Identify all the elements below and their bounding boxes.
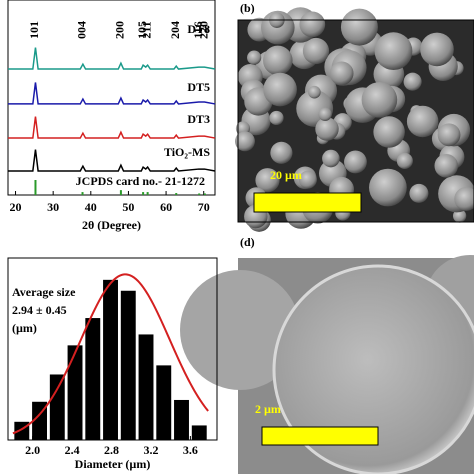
sphere xyxy=(262,45,293,76)
reference-label: JCPDS card no.- 21-1272 xyxy=(76,174,205,188)
bar xyxy=(138,334,154,440)
sphere xyxy=(434,154,459,178)
sphere xyxy=(373,116,405,148)
sphere xyxy=(322,149,340,168)
sphere xyxy=(235,131,255,152)
sphere xyxy=(270,141,293,164)
x-tick-label: 50 xyxy=(122,200,134,214)
bar xyxy=(191,425,207,440)
sphere xyxy=(269,110,284,126)
x-tick-label: 2.0 xyxy=(25,443,40,457)
x-tick-label: 3.6 xyxy=(183,443,198,457)
x-tick-label: 30 xyxy=(47,200,59,214)
sem-image-b xyxy=(235,7,474,232)
sphere xyxy=(318,107,332,121)
peak-label: 220 xyxy=(197,21,211,39)
sphere xyxy=(361,82,398,118)
plot-frame xyxy=(7,0,216,196)
sphere xyxy=(272,264,474,474)
bar xyxy=(103,279,118,440)
x-axis-label: 2θ (Degree) xyxy=(82,218,141,232)
peak-label: 116 xyxy=(191,21,205,38)
sem-frame xyxy=(237,19,474,223)
series-label: DT5 xyxy=(187,80,210,94)
bar xyxy=(120,290,136,440)
sphere xyxy=(340,8,378,46)
x-tick-label: 3.2 xyxy=(143,443,158,457)
x-tick-label: 70 xyxy=(198,200,210,214)
series-label: DT3 xyxy=(187,112,210,126)
x-tick-label: 2.4 xyxy=(65,443,80,457)
series-label: DT8 xyxy=(187,22,210,36)
annotation: (µm) xyxy=(12,321,37,335)
scale-bar xyxy=(261,426,379,446)
sphere xyxy=(315,117,339,141)
x-axis-label: Diameter (µm) xyxy=(75,457,151,471)
sphere xyxy=(180,270,300,390)
bar xyxy=(85,318,101,440)
sphere xyxy=(329,61,354,86)
sphere xyxy=(369,168,407,207)
panel-label: (d) xyxy=(240,235,255,249)
sphere xyxy=(298,170,317,189)
annotation: 2.94 ± 0.45 xyxy=(12,303,67,317)
peak-label: 101 xyxy=(27,21,41,39)
sphere xyxy=(396,152,413,169)
sphere xyxy=(454,187,474,211)
peak-label: 200 xyxy=(113,21,127,39)
xrd-trace xyxy=(8,47,216,70)
peak-label: 204 xyxy=(168,21,182,39)
xrd-trace xyxy=(8,116,216,139)
sphere xyxy=(344,150,367,174)
peak-label: 004 xyxy=(74,21,88,39)
sphere xyxy=(437,123,461,147)
sphere xyxy=(409,183,429,203)
sphere xyxy=(452,209,467,223)
gaussian-fit xyxy=(12,273,209,435)
sphere xyxy=(420,32,454,67)
peak-label: 211 xyxy=(139,21,153,38)
bar xyxy=(67,345,83,440)
sphere xyxy=(255,168,280,193)
scale-bar-label: 2 µm xyxy=(255,402,281,416)
bar xyxy=(174,399,189,440)
xrd-trace xyxy=(8,82,216,105)
series-label: TiO₂-MS xyxy=(164,145,210,159)
scale-bar xyxy=(253,192,362,213)
plot-frame xyxy=(7,257,218,441)
annotation: Average size xyxy=(12,285,76,299)
xrd-trace xyxy=(8,149,216,172)
scale-bar-label: 20 µm xyxy=(270,168,302,182)
sphere xyxy=(302,37,330,65)
x-tick-label: 60 xyxy=(160,200,172,214)
x-tick-label: 2.8 xyxy=(104,443,119,457)
sphere xyxy=(403,72,422,91)
sphere xyxy=(308,85,321,99)
bar xyxy=(156,365,172,440)
peak-label: 105 xyxy=(135,21,149,39)
panel-label: (b) xyxy=(240,1,255,15)
x-tick-label: 20 xyxy=(10,200,22,214)
sphere xyxy=(263,72,297,107)
x-tick-label: 40 xyxy=(85,200,97,214)
sphere xyxy=(247,50,262,65)
sphere xyxy=(406,105,439,138)
sphere xyxy=(374,32,413,71)
sphere xyxy=(299,11,326,38)
bar xyxy=(49,374,65,440)
